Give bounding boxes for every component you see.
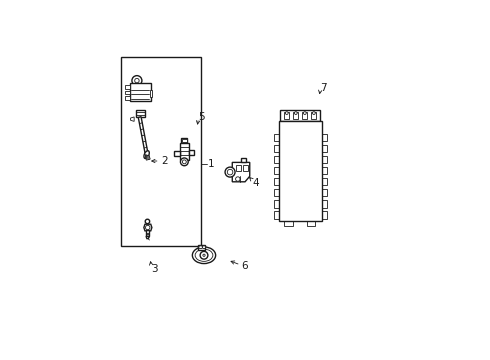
Bar [322, 189, 327, 197]
Bar [121, 57, 201, 246]
Circle shape [182, 160, 186, 164]
Bar [125, 96, 130, 100]
Polygon shape [145, 155, 150, 160]
Bar [274, 145, 279, 152]
Polygon shape [144, 224, 152, 231]
Polygon shape [198, 245, 205, 250]
Bar [146, 230, 149, 237]
Polygon shape [173, 151, 180, 156]
Circle shape [285, 112, 288, 114]
Bar [274, 156, 279, 163]
Circle shape [227, 169, 233, 175]
Bar [322, 211, 327, 219]
Polygon shape [146, 237, 149, 239]
Bar [294, 112, 298, 119]
Bar [322, 145, 327, 152]
Bar [322, 156, 327, 163]
Text: 4: 4 [252, 178, 259, 188]
Ellipse shape [195, 249, 213, 261]
Circle shape [294, 112, 297, 114]
Circle shape [236, 177, 240, 181]
Bar [279, 121, 322, 221]
Circle shape [135, 78, 139, 83]
Ellipse shape [193, 247, 216, 264]
Bar [284, 220, 293, 226]
Bar [182, 139, 187, 141]
Polygon shape [130, 117, 134, 121]
Circle shape [203, 254, 205, 256]
Bar [130, 82, 150, 102]
Text: 6: 6 [242, 261, 248, 271]
Circle shape [200, 251, 208, 259]
Bar [284, 112, 289, 119]
Bar [302, 112, 307, 119]
Bar [311, 112, 317, 119]
Bar [274, 189, 279, 197]
Bar [241, 158, 246, 162]
Circle shape [313, 112, 315, 114]
Bar [274, 167, 279, 174]
Bar [125, 85, 130, 89]
Ellipse shape [202, 246, 206, 249]
Text: 7: 7 [320, 82, 327, 93]
Polygon shape [181, 138, 187, 143]
Ellipse shape [199, 246, 203, 249]
Bar [307, 220, 315, 226]
Bar [274, 178, 279, 185]
Bar [274, 134, 279, 141]
Bar [322, 201, 327, 208]
Circle shape [146, 225, 150, 230]
Circle shape [225, 167, 235, 177]
Bar [322, 178, 327, 185]
Circle shape [180, 158, 188, 166]
Bar [322, 134, 327, 141]
Bar [322, 167, 327, 174]
Bar [243, 165, 248, 171]
Polygon shape [189, 150, 195, 156]
Circle shape [145, 219, 149, 224]
Polygon shape [136, 110, 145, 117]
Bar [150, 90, 152, 97]
Polygon shape [138, 117, 148, 154]
Circle shape [303, 112, 306, 114]
Polygon shape [232, 162, 250, 182]
Polygon shape [180, 143, 189, 159]
Bar [280, 110, 320, 121]
Bar [236, 165, 242, 171]
Circle shape [132, 76, 142, 86]
Bar [125, 91, 130, 94]
Ellipse shape [144, 151, 149, 158]
Text: 1: 1 [208, 159, 214, 169]
Bar [274, 201, 279, 208]
Text: 3: 3 [151, 264, 158, 274]
Text: 5: 5 [198, 112, 205, 122]
Text: 2: 2 [161, 156, 168, 166]
Bar [274, 211, 279, 219]
